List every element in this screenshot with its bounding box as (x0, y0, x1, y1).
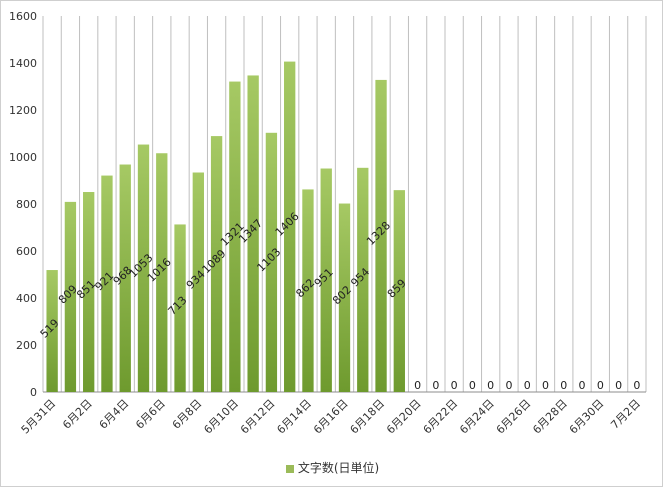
x-tick-label: 6月14日 (274, 397, 314, 437)
y-tick-label: 400 (16, 292, 37, 305)
bar (247, 75, 259, 392)
y-tick-label: 1200 (9, 104, 37, 117)
data-label: 0 (414, 379, 421, 392)
y-tick-label: 600 (16, 245, 37, 258)
data-label: 0 (560, 379, 567, 392)
bar (64, 201, 77, 392)
bar (284, 61, 296, 393)
bar (357, 167, 369, 392)
legend: 文字数(日単位) (1, 459, 663, 476)
data-label: 713 (166, 294, 190, 318)
x-tick-label: 6月6日 (133, 397, 168, 432)
x-tick-label: 6月10日 (201, 397, 241, 437)
y-tick-label: 1000 (9, 151, 37, 164)
data-label: 0 (487, 379, 494, 392)
bar (174, 224, 186, 392)
x-tick-label: 6月16日 (311, 397, 351, 437)
bar (375, 79, 387, 393)
x-tick-label: 6月22日 (421, 397, 461, 437)
y-tick-label: 200 (16, 339, 37, 352)
bar (338, 203, 351, 392)
bar (393, 190, 405, 392)
bar (320, 168, 332, 392)
x-tick-label: 6月24日 (457, 397, 497, 437)
data-label: 0 (451, 379, 458, 392)
data-label: 0 (432, 379, 439, 392)
bar (302, 189, 314, 392)
x-tick-label: 6月26日 (494, 397, 534, 437)
bar (265, 132, 278, 393)
bar (83, 192, 95, 392)
x-tick-label: 6月8日 (170, 397, 205, 432)
bar (192, 172, 204, 392)
bar (137, 144, 150, 392)
data-label: 859 (385, 277, 409, 301)
data-label: 0 (524, 379, 531, 392)
x-tick-label: 6月18日 (348, 397, 388, 437)
data-label: 519 (38, 317, 62, 341)
bar (229, 81, 241, 392)
legend-swatch (285, 464, 294, 473)
bar (101, 175, 113, 392)
x-tick-label: 6月4日 (97, 397, 132, 432)
data-label: 0 (633, 379, 640, 392)
x-tick-label: 7月2日 (608, 397, 643, 432)
x-tick-label: 6月30日 (567, 397, 607, 437)
legend-label: 文字数(日単位) (297, 461, 380, 475)
data-label: 0 (505, 379, 512, 392)
data-label: 802 (330, 283, 354, 307)
y-tick-label: 800 (16, 198, 37, 211)
data-label: 0 (597, 379, 604, 392)
bar (119, 164, 131, 392)
bar (210, 136, 223, 392)
x-tick-label: 6月2日 (60, 397, 95, 432)
x-tick-label: 5月31日 (19, 397, 59, 437)
y-tick-label: 1600 (9, 10, 37, 23)
data-label: 954 (348, 265, 372, 289)
x-tick-label: 6月12日 (238, 397, 278, 437)
bar (156, 153, 168, 392)
data-label: 0 (542, 379, 549, 392)
x-tick-label: 6月28日 (530, 397, 570, 437)
y-tick-label: 1400 (9, 57, 37, 70)
data-label: 0 (469, 379, 476, 392)
bar (46, 270, 58, 392)
data-label: 0 (615, 379, 622, 392)
x-tick-label: 6月20日 (384, 397, 424, 437)
data-label: 0 (579, 379, 586, 392)
y-tick-label: 0 (30, 386, 37, 399)
